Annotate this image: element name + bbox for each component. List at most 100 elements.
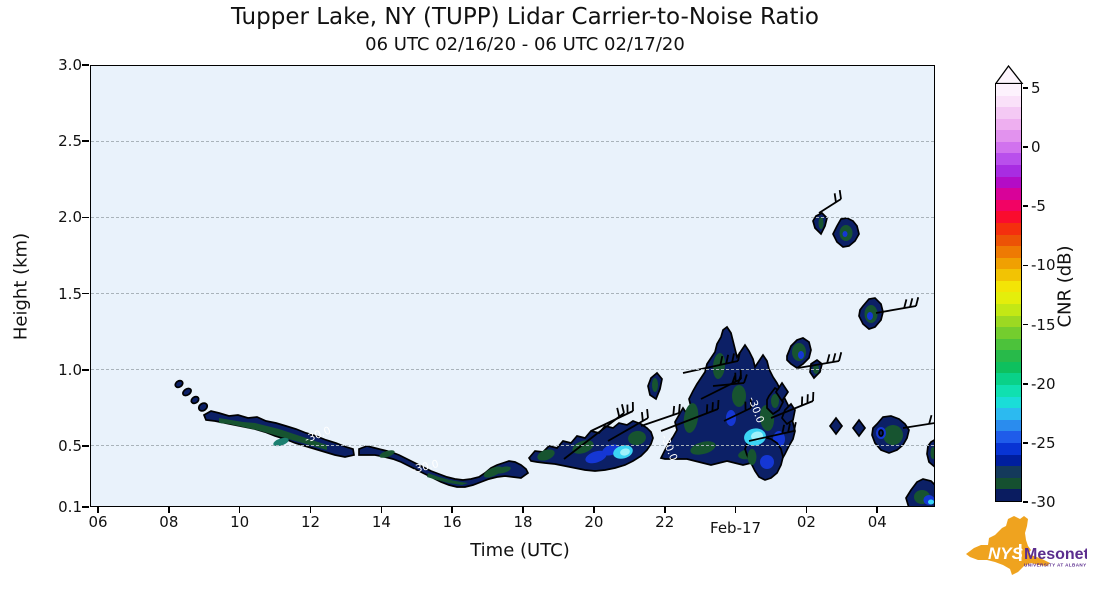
plot-area: -30.0 -30.0 -30.0 -30.0 — [90, 65, 935, 507]
colorbar-segment — [996, 165, 1021, 177]
colorbar-segment — [996, 396, 1021, 409]
cnr-contour-patch — [747, 449, 757, 465]
x-tick — [309, 507, 312, 513]
x-tick — [522, 507, 524, 513]
cnr-contour-patch — [928, 499, 934, 505]
colorbar-tick-label: -25 — [1031, 433, 1056, 452]
y-tick-label: 2.0 — [58, 208, 82, 227]
cnr-contour-patch — [883, 425, 903, 445]
x-tick — [451, 507, 453, 513]
x-tick — [805, 507, 808, 513]
colorbar-segment — [996, 327, 1021, 339]
x-tick-label: 02 — [796, 513, 816, 531]
x-tick-label: 12 — [300, 513, 321, 531]
cnr-contour-patch — [585, 450, 607, 464]
logo-nys-text: NYS — [988, 544, 1024, 563]
wind-barb — [640, 403, 681, 427]
colorbar-segment — [996, 373, 1021, 386]
cnr-contour-patch — [771, 394, 779, 408]
logo-mesonet-text: Mesonet — [1024, 546, 1087, 563]
cnr-contour-patch — [174, 379, 184, 389]
x-tick-label: 16 — [442, 513, 462, 531]
colorbar-tick — [1023, 264, 1028, 267]
colorbar-label: CNR (dB) — [1054, 245, 1076, 328]
cnr-contour-patch — [760, 455, 774, 469]
colorbar-segment — [996, 338, 1021, 351]
cnr-contour-patch — [813, 364, 819, 374]
cnr-contour-patch — [652, 378, 658, 392]
cnr-contour-patch — [628, 430, 646, 446]
gridline — [91, 445, 934, 447]
logo-divider — [1019, 544, 1022, 561]
cnr-contour-patch — [792, 343, 806, 361]
colorbar-tick — [1023, 205, 1028, 208]
cnr-contour-patch — [851, 418, 867, 438]
colorbar-segment — [996, 269, 1021, 281]
x-tick — [97, 507, 99, 513]
x-tick-label: 08 — [159, 513, 179, 531]
wind-barb — [590, 401, 634, 432]
colorbar-tick-label: -10 — [1031, 256, 1056, 275]
ny-state-shape — [966, 516, 1050, 575]
colorbar-segment — [996, 107, 1021, 119]
colorbar-segment — [996, 315, 1021, 328]
colorbar-tick — [1023, 442, 1028, 444]
cnr-contour-patch — [273, 437, 289, 447]
colorbar-segment — [996, 477, 1021, 490]
wind-barb — [797, 352, 843, 369]
cnr-contour-patch — [537, 449, 555, 461]
cnr-contour-overlay: -30.0-30.0-30.0-30.0 — [174, 189, 934, 506]
y-tick — [82, 140, 89, 142]
wind-barb — [660, 399, 720, 432]
cnr-contour-patch — [197, 402, 209, 412]
x-tick-label: 04 — [867, 513, 887, 531]
colorbar-segment — [996, 84, 1021, 96]
colorbar-segment — [996, 118, 1021, 131]
wind-barb — [723, 398, 752, 422]
gridline — [91, 369, 934, 371]
colorbar-segment — [996, 153, 1021, 166]
colorbar-segment — [996, 454, 1021, 467]
colorbar-tick-label: -15 — [1031, 315, 1056, 334]
colorbar-tick — [1023, 382, 1028, 385]
wind-barb — [902, 414, 934, 429]
cnr-contour-patch — [878, 429, 884, 437]
y-tick — [82, 64, 89, 66]
colorbar-tick-label: -20 — [1031, 374, 1056, 393]
colorbar-tick — [1023, 87, 1028, 89]
colorbar — [994, 64, 1024, 502]
colorbar-segment — [996, 361, 1021, 374]
colorbar-segment — [996, 246, 1021, 258]
y-tick — [82, 506, 89, 508]
colorbar-segment — [996, 303, 1021, 316]
x-tick-label: 22 — [655, 513, 675, 531]
colorbar-segment — [996, 442, 1021, 455]
colorbar-segment — [996, 234, 1021, 247]
x-tick — [876, 507, 879, 513]
x-tick — [380, 507, 383, 513]
x-tick-label: Feb-17 — [710, 519, 762, 537]
y-tick-label: 1.5 — [58, 284, 82, 303]
cnr-contour-patch — [379, 450, 395, 458]
cnr-contour-patch — [774, 381, 790, 403]
wind-barb — [607, 408, 649, 442]
cnr-contour-patch — [867, 312, 873, 320]
colorbar-segment — [996, 199, 1021, 212]
colorbar-segment — [996, 280, 1021, 293]
logo-subtext: UNIVERSITY AT ALBANY — [1024, 563, 1087, 568]
colorbar-segment — [996, 466, 1021, 478]
gridline — [91, 216, 934, 218]
cnr-contour-patch — [828, 416, 844, 436]
colorbar-tick-label: -5 — [1031, 197, 1046, 216]
wind-barb — [875, 297, 920, 314]
colorbar-segment — [996, 350, 1021, 362]
colorbar-tick-label: 5 — [1031, 79, 1041, 97]
x-tick — [663, 507, 666, 513]
wind-barb — [682, 352, 741, 374]
wind-barb — [748, 422, 797, 442]
cnr-contour-patch — [683, 403, 699, 433]
y-tick-label: 1.0 — [58, 360, 82, 379]
cnr-contour-patch — [620, 448, 630, 456]
colorbar-tick — [1023, 501, 1028, 503]
cnr-contour-patch — [818, 217, 824, 229]
